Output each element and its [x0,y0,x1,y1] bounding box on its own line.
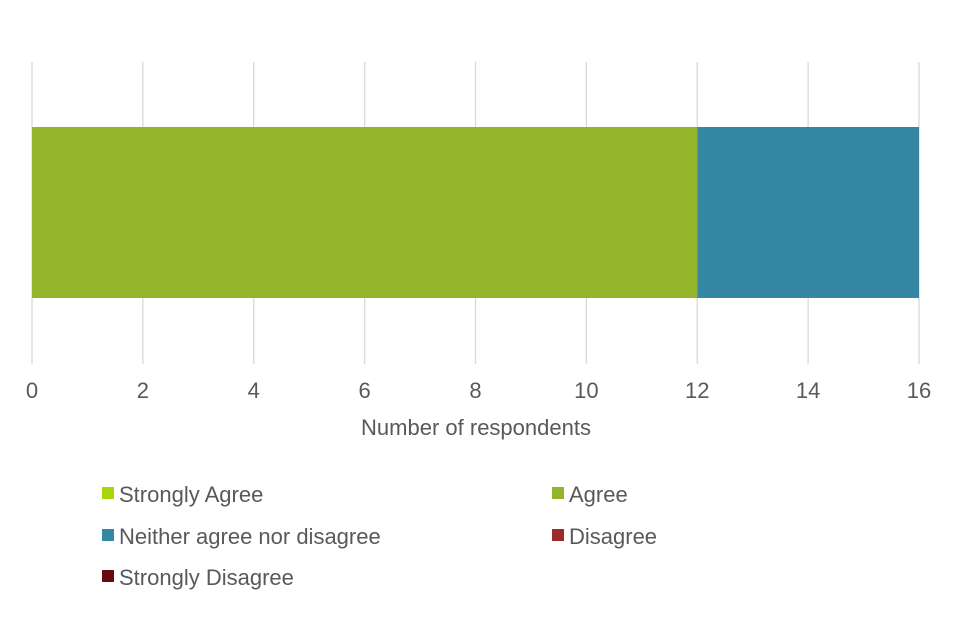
bar-segment-agree [32,127,698,298]
legend-label: Strongly Disagree [119,565,294,590]
x-tick-label: 12 [685,378,709,403]
legend-swatch [102,529,114,541]
x-tick-label: 10 [574,378,598,403]
x-tick-label: 16 [907,378,931,403]
x-tick-labels: 0 2 4 6 8 10 12 14 16 [26,378,931,403]
legend-label: Disagree [569,524,657,549]
legend-swatch [102,570,114,582]
x-tick-label: 14 [796,378,820,403]
bars [32,127,919,298]
legend-label: Strongly Agree [119,482,263,507]
legend-swatch [552,529,564,541]
legend-swatch [552,487,564,499]
legend-label: Agree [569,482,628,507]
x-tick-label: 8 [469,378,481,403]
x-axis-title: Number of respondents [361,415,591,440]
x-tick-label: 6 [359,378,371,403]
x-tick-label: 4 [248,378,260,403]
bar-segment-neither-agree-nor-disagree [697,127,919,298]
x-tick-label: 0 [26,378,38,403]
x-tick-label: 2 [137,378,149,403]
legend-swatch [102,487,114,499]
legend-label: Neither agree nor disagree [119,524,381,549]
legend: Strongly Agree Agree Neither agree nor dis… [102,482,657,590]
